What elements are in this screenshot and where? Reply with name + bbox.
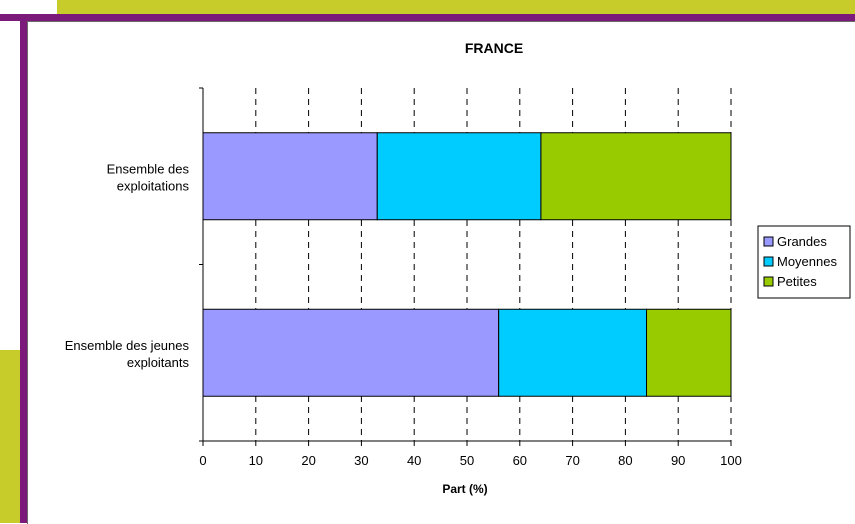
category-label: Ensemble des jeunes exploitants [65,338,190,370]
bar-moyennes [498,308,648,397]
category-label-line: Ensemble des [107,161,190,176]
legend-label: Moyennes [777,254,837,269]
bar-petites [646,308,732,397]
category-label: Ensemble des exploitations [107,161,190,193]
background-purple-band [0,14,855,21]
x-tick-label: 60 [513,453,527,468]
legend-swatch-petites [763,276,774,287]
x-tick-label: 50 [460,453,474,468]
x-tick-label: 70 [565,453,579,468]
x-tick-label: 90 [671,453,685,468]
legend-label: Petites [777,274,817,289]
category-label-line: Ensemble des jeunes [65,338,190,353]
legend-swatch-moyennes [763,256,774,267]
x-tick-label: 20 [301,453,315,468]
chart-panel: FRANCE Ensemble des exploitations Ensemble … [27,21,855,524]
category-label-line: exploitants [127,355,190,370]
x-tick-label: 0 [199,453,206,468]
x-axis-label: Part (%) [442,482,487,496]
x-tick-label: 10 [249,453,263,468]
legend-swatch-grandes [763,236,774,247]
category-label-line: exploitations [117,178,190,193]
x-tick-label: 80 [618,453,632,468]
background-purple-left-bar [20,14,27,523]
bar-moyennes [376,132,542,221]
bar-grandes [202,308,500,397]
chart-title: FRANCE [465,40,523,56]
bar-grandes [202,132,378,221]
bar-petites [540,132,732,221]
x-tick-label: 30 [354,453,368,468]
x-tick-label: 40 [407,453,421,468]
x-tick-label: 100 [720,453,742,468]
background-olive-top [57,0,855,14]
legend-label: Grandes [777,234,827,249]
background-olive-left [0,350,20,523]
